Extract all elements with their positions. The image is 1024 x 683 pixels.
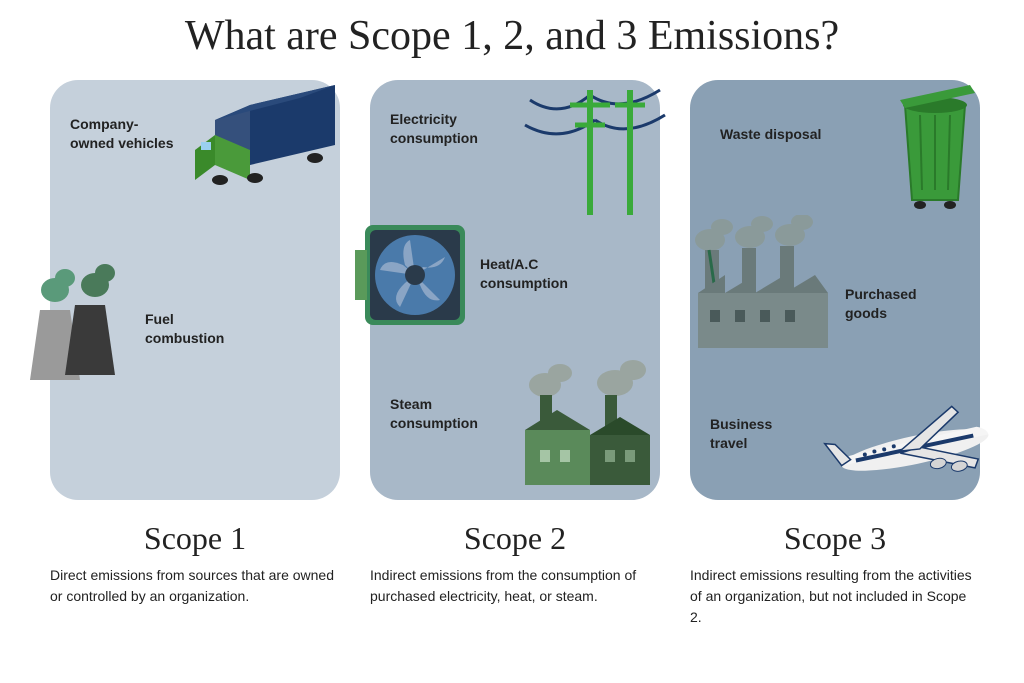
cooling-fan-icon — [350, 210, 480, 345]
scope2-desc: Indirect emissions from the consumption … — [370, 565, 660, 607]
scope3-desc: Indirect emissions resulting from the ac… — [690, 565, 980, 628]
scope3-title: Scope 3 — [690, 520, 980, 557]
truck-icon — [185, 70, 355, 195]
scope1-title: Scope 1 — [50, 520, 340, 557]
waste-bin-icon — [880, 65, 1000, 220]
power-lines-icon — [520, 70, 670, 225]
scope3-item-goods-label: Purchased goods — [845, 285, 955, 323]
smokestacks-icon — [20, 260, 150, 405]
scope2-item-steam-label: Steam consumption — [390, 395, 510, 433]
steam-factory-icon — [505, 355, 675, 510]
industrial-factory-icon — [680, 215, 850, 370]
scope1-item-fuel-label: Fuel combustion — [145, 310, 255, 348]
scope2-item-heat-label: Heat/A.C consumption — [480, 255, 600, 293]
page-title: What are Scope 1, 2, and 3 Emissions? — [0, 12, 1024, 60]
scope2-item-electricity-label: Electricity consumption — [390, 110, 510, 148]
scope2-title: Scope 2 — [370, 520, 660, 557]
scope3-item-travel-label: Business travel — [710, 415, 810, 453]
airplane-icon — [820, 380, 1010, 525]
scope1-desc: Direct emissions from sources that are o… — [50, 565, 340, 607]
scope1-item-vehicles-label: Company-owned vehicles — [70, 115, 180, 153]
scope3-item-waste-label: Waste disposal — [720, 125, 850, 144]
